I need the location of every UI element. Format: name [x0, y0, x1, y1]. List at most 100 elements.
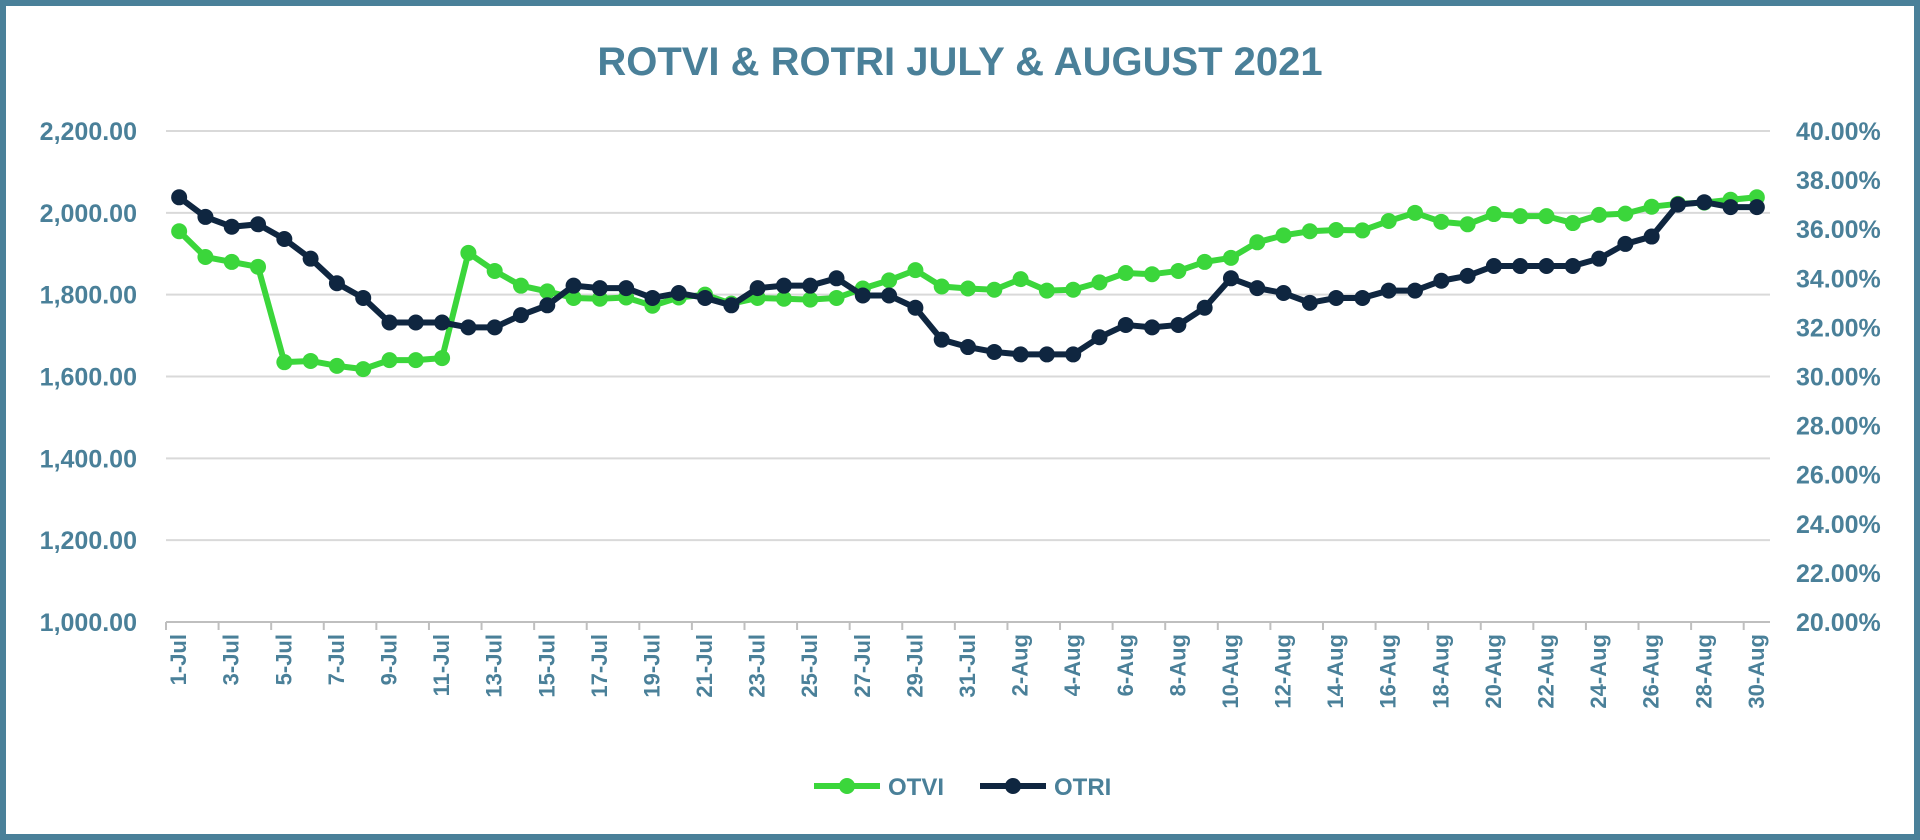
x-tick-label: 26-Aug — [1639, 634, 1664, 709]
data-point-otri — [223, 218, 240, 235]
data-point-otri — [1275, 285, 1292, 302]
data-point-otri — [1669, 196, 1686, 213]
data-point-otri — [933, 331, 950, 348]
data-point-otri — [775, 277, 792, 294]
data-point-otvi — [907, 262, 924, 279]
data-point-otvi — [1170, 262, 1187, 279]
data-point-otri — [1512, 258, 1529, 275]
data-point-otri — [1012, 346, 1029, 363]
data-point-otri — [434, 314, 451, 331]
left-y-tick-label: 1,000.00 — [40, 609, 137, 637]
left-y-tick-label: 1,600.00 — [40, 364, 137, 392]
data-point-otvi — [407, 352, 424, 369]
series-otri — [171, 189, 1765, 363]
legend-otri-marker — [1005, 778, 1021, 794]
right-y-tick-label: 28.00% — [1796, 413, 1881, 441]
left-y-tick-label: 2,200.00 — [40, 118, 137, 146]
right-y-tick-label: 22.00% — [1796, 560, 1881, 588]
x-tick-label: 18-Aug — [1428, 634, 1453, 709]
data-point-otri — [644, 289, 661, 306]
data-point-otvi — [1222, 249, 1239, 266]
data-point-otvi — [434, 350, 451, 367]
x-tick-label: 7-Jul — [324, 634, 349, 685]
x-tick-label: 30-Aug — [1744, 634, 1769, 709]
data-point-otvi — [1301, 223, 1318, 240]
data-point-otri — [276, 231, 293, 248]
x-tick-label: 21-Jul — [692, 634, 717, 698]
x-tick-label: 20-Aug — [1481, 634, 1506, 709]
left-y-tick-label: 1,200.00 — [40, 527, 137, 555]
x-tick-label: 9-Jul — [377, 634, 402, 685]
data-point-otvi — [1328, 222, 1345, 239]
right-y-tick-label: 30.00% — [1796, 364, 1881, 392]
right-y-tick-label: 34.00% — [1796, 265, 1881, 293]
data-point-otri — [1249, 280, 1266, 297]
data-point-otri — [197, 208, 214, 225]
data-point-otvi — [1512, 208, 1529, 225]
data-point-otri — [1354, 289, 1371, 306]
data-point-otri — [1748, 199, 1765, 216]
legend: OTVI OTRI — [814, 774, 1111, 801]
legend-otvi-label: OTVI — [888, 774, 944, 801]
data-point-otri — [1144, 319, 1161, 336]
x-tick-label: 12-Aug — [1271, 634, 1296, 709]
data-point-otvi — [1038, 282, 1055, 299]
x-tick-label: 5-Jul — [271, 634, 296, 685]
data-point-otri — [1065, 346, 1082, 363]
data-point-otvi — [1117, 264, 1134, 281]
data-point-otri — [1222, 270, 1239, 287]
x-tick-label: 23-Jul — [745, 634, 770, 698]
data-point-otvi — [1275, 227, 1292, 244]
data-point-otvi — [486, 262, 503, 279]
data-point-otvi — [933, 278, 950, 295]
data-point-otri — [486, 319, 503, 336]
data-point-otri — [1722, 199, 1739, 216]
data-point-otvi — [1564, 215, 1581, 232]
x-tick-label: 2-Aug — [1008, 634, 1033, 696]
data-point-otri — [1117, 316, 1134, 333]
data-point-otri — [1196, 299, 1213, 316]
data-point-otvi — [775, 290, 792, 307]
right-y-tick-label: 24.00% — [1796, 511, 1881, 539]
data-point-otvi — [802, 291, 819, 308]
data-point-otvi — [328, 357, 345, 374]
x-tick-label: 31-Jul — [955, 634, 980, 698]
data-point-otri — [1433, 272, 1450, 289]
data-point-otri — [1591, 250, 1608, 267]
data-point-otri — [1617, 235, 1634, 252]
data-point-otri — [1485, 258, 1502, 275]
x-tick-label: 16-Aug — [1376, 634, 1401, 709]
data-point-otri — [1170, 316, 1187, 333]
right-y-tick-label: 38.00% — [1796, 167, 1881, 195]
data-point-otri — [749, 280, 766, 297]
data-point-otri — [565, 277, 582, 294]
data-point-otvi — [565, 289, 582, 306]
data-point-otri — [960, 339, 976, 356]
data-point-otri — [1564, 258, 1581, 275]
data-point-otvi — [381, 352, 398, 369]
data-point-otri — [539, 297, 556, 314]
data-point-otvi — [302, 352, 319, 369]
data-point-otvi — [1643, 198, 1660, 215]
data-point-otvi — [1144, 266, 1161, 283]
x-tick-label: 11-Jul — [429, 634, 454, 696]
x-tick-label: 27-Jul — [850, 634, 875, 698]
x-tick-label: 22-Aug — [1533, 634, 1558, 709]
data-point-otri — [697, 289, 714, 306]
data-point-otvi — [1485, 206, 1502, 223]
data-point-otri — [1091, 329, 1108, 346]
data-point-otvi — [1091, 274, 1108, 291]
x-tick-label: 8-Aug — [1165, 634, 1190, 696]
left-y-axis: 1,000.00 1,200.00 1,400.00 1,600.00 1,800.00… — [40, 118, 137, 637]
data-point-otri — [1328, 289, 1345, 306]
data-point-otvi — [1249, 234, 1266, 251]
data-point-otri — [802, 277, 819, 294]
series-layer — [171, 189, 1765, 378]
data-point-otvi — [460, 244, 477, 261]
data-point-otri — [1038, 346, 1055, 363]
data-point-otvi — [1354, 222, 1371, 239]
x-tick-label: 28-Aug — [1691, 634, 1716, 709]
right-y-tick-label: 26.00% — [1796, 462, 1881, 490]
chart-title: ROTVI & ROTRI JULY & AUGUST 2021 — [597, 40, 1322, 84]
right-y-tick-label: 32.00% — [1796, 314, 1881, 342]
